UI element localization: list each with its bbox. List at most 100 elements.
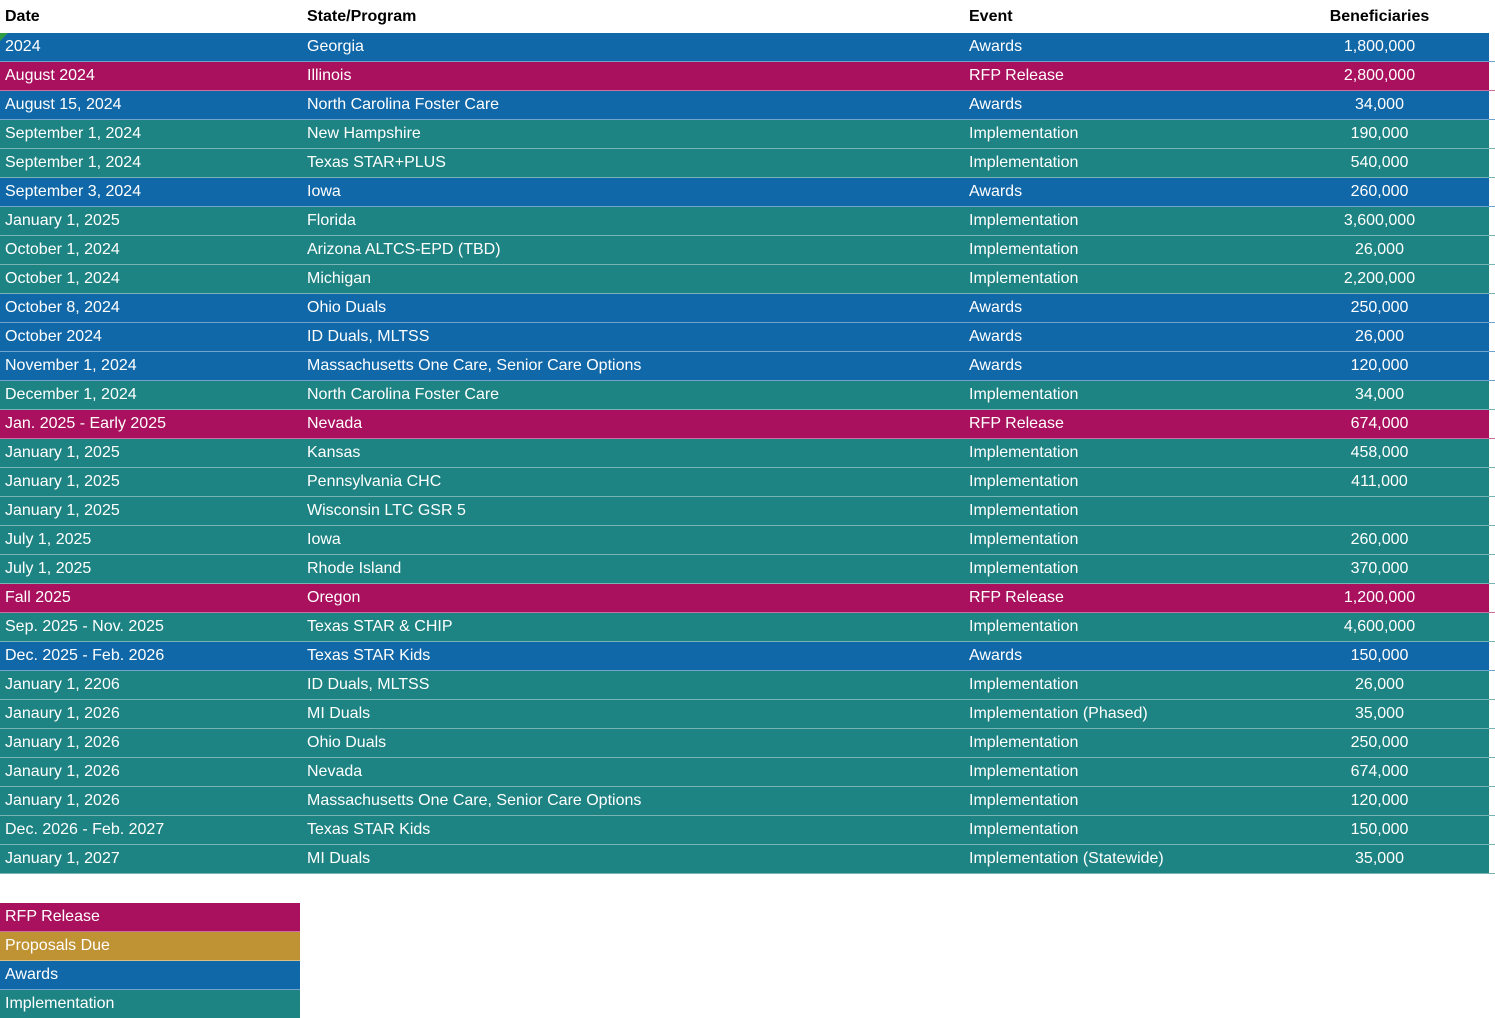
cell-state-program[interactable]: Massachusetts One Care, Senior Care Opti…	[307, 357, 642, 374]
cell-date[interactable]: January 1, 2025	[5, 502, 120, 519]
table-row[interactable]: January 1, 2026 Ohio Duals Implementation 2…	[0, 729, 1495, 758]
cell-state-program[interactable]: Nevada	[307, 415, 363, 432]
cell-beneficiaries[interactable]: 260,000	[1350, 183, 1409, 200]
cell-state-program[interactable]: Ohio Duals	[307, 299, 387, 316]
cell-date[interactable]: November 1, 2024	[5, 357, 137, 374]
cell-date[interactable]: September 1, 2024	[5, 154, 142, 171]
table-row[interactable]: Janaury 1, 2026 Nevada Implementation 674,0…	[0, 758, 1495, 787]
cell-date[interactable]: January 1, 2206	[5, 676, 120, 693]
cell-event[interactable]: Implementation	[969, 270, 1079, 287]
table-row[interactable]: January 1, 2025 Florida Implementation 3,60…	[0, 207, 1495, 236]
table-row[interactable]: September 1, 2024 New Hampshire Implementa…	[0, 120, 1495, 149]
cell-date[interactable]: October 1, 2024	[5, 270, 120, 287]
cell-state-program[interactable]: North Carolina Foster Care	[307, 96, 500, 113]
cell-event[interactable]: Implementation	[969, 763, 1079, 780]
cell-date[interactable]: October 1, 2024	[5, 241, 120, 258]
cell-date[interactable]: September 1, 2024	[5, 125, 142, 142]
cell-state-program[interactable]: MI Duals	[307, 705, 371, 722]
table-row[interactable]: August 2024 Illinois RFP Release 2,800,000	[0, 62, 1495, 91]
cell-state-program[interactable]: Nevada	[307, 763, 363, 780]
cell-event[interactable]: Implementation	[969, 734, 1079, 751]
table-row[interactable]: October 8, 2024 Ohio Duals Awards 250,000	[0, 294, 1495, 323]
cell-state-program[interactable]: Texas STAR & CHIP	[307, 618, 453, 635]
table-row[interactable]: September 3, 2024 Iowa Awards 260,000	[0, 178, 1495, 207]
cell-event[interactable]: Awards	[969, 183, 1023, 200]
cell-event[interactable]: Implementation	[969, 444, 1079, 461]
cell-beneficiaries[interactable]: 34,000	[1355, 96, 1404, 113]
cell-date[interactable]: Dec. 2026 - Feb. 2027	[5, 821, 165, 838]
cell-beneficiaries[interactable]	[1270, 497, 1489, 525]
cell-event[interactable]: Awards	[969, 357, 1023, 374]
cell-state-program[interactable]: Ohio Duals	[307, 734, 387, 751]
cell-state-program[interactable]: MI Duals	[307, 850, 371, 867]
table-row[interactable]: October 1, 2024 Arizona ALTCS-EPD (TBD) Im…	[0, 236, 1495, 265]
cell-date[interactable]: July 1, 2025	[5, 531, 92, 548]
cell-event[interactable]: Implementation	[969, 676, 1079, 693]
cell-date[interactable]: July 1, 2025	[5, 560, 92, 577]
cell-beneficiaries[interactable]: 150,000	[1350, 821, 1409, 838]
cell-event[interactable]: Implementation	[969, 792, 1079, 809]
cell-beneficiaries[interactable]: 1,200,000	[1343, 589, 1416, 606]
cell-beneficiaries[interactable]: 540,000	[1350, 154, 1409, 171]
cell-event[interactable]: Awards	[969, 328, 1023, 345]
cell-date[interactable]: Fall 2025	[5, 589, 71, 606]
cell-state-program[interactable]: Oregon	[307, 589, 361, 606]
cell-state-program[interactable]: Texas STAR+PLUS	[307, 154, 446, 171]
cell-date[interactable]: Jan. 2025 - Early 2025	[5, 415, 166, 432]
cell-beneficiaries[interactable]: 674,000	[1350, 763, 1409, 780]
cell-beneficiaries[interactable]: 26,000	[1355, 676, 1404, 693]
cell-beneficiaries[interactable]: 35,000	[1355, 705, 1404, 722]
cell-date[interactable]: January 1, 2025	[5, 473, 120, 490]
legend-item-rfp[interactable]: RFP Release	[0, 903, 300, 932]
cell-date[interactable]: October 8, 2024	[5, 299, 120, 316]
cell-state-program[interactable]: Georgia	[307, 38, 364, 55]
cell-beneficiaries[interactable]: 35,000	[1355, 850, 1404, 867]
cell-state-program[interactable]: Wisconsin LTC GSR 5	[307, 502, 466, 519]
cell-event[interactable]: Awards	[969, 38, 1023, 55]
table-row[interactable]: January 1, 2025 Pennsylvania CHC Implement…	[0, 468, 1495, 497]
table-row[interactable]: January 1, 2025 Wisconsin LTC GSR 5 Implem…	[0, 497, 1495, 526]
cell-event[interactable]: Implementation	[969, 618, 1079, 635]
table-row[interactable]: January 1, 2206 ID Duals, MLTSS Implementa…	[0, 671, 1495, 700]
table-row[interactable]: Dec. 2026 - Feb. 2027 Texas STAR Kids Impl…	[0, 816, 1495, 845]
cell-state-program[interactable]: Texas STAR Kids	[307, 647, 431, 664]
table-row[interactable]: Dec. 2025 - Feb. 2026 Texas STAR Kids Awar…	[0, 642, 1495, 671]
cell-state-program[interactable]: Florida	[307, 212, 356, 229]
table-row[interactable]: January 1, 2025 Kansas Implementation 458,0…	[0, 439, 1495, 468]
table-row[interactable]: 2024 Georgia Awards 1,800,000	[0, 33, 1495, 62]
cell-event[interactable]: Implementation	[969, 473, 1079, 490]
cell-beneficiaries[interactable]: 34,000	[1355, 386, 1404, 403]
cell-event[interactable]: Implementation	[969, 212, 1079, 229]
cell-state-program[interactable]: Texas STAR Kids	[307, 821, 431, 838]
cell-event[interactable]: Implementation (Phased)	[969, 705, 1148, 722]
table-row[interactable]: January 1, 2027 MI Duals Implementation (S…	[0, 845, 1495, 874]
table-row[interactable]: Sep. 2025 - Nov. 2025 Texas STAR & CHIP Im…	[0, 613, 1495, 642]
cell-state-program[interactable]: Kansas	[307, 444, 361, 461]
table-row[interactable]: November 1, 2024 Massachusetts One Care, …	[0, 352, 1495, 381]
cell-event[interactable]: RFP Release	[969, 589, 1064, 606]
cell-date[interactable]: Janaury 1, 2026	[5, 763, 120, 780]
cell-event[interactable]: RFP Release	[969, 415, 1064, 432]
cell-state-program[interactable]: ID Duals, MLTSS	[307, 328, 430, 345]
cell-state-program[interactable]: Iowa	[307, 183, 341, 200]
cell-date[interactable]: Sep. 2025 - Nov. 2025	[5, 618, 164, 635]
cell-date[interactable]: January 1, 2025	[5, 212, 120, 229]
cell-event[interactable]: Implementation	[969, 241, 1079, 258]
cell-event[interactable]: Awards	[969, 299, 1023, 316]
cell-state-program[interactable]: ID Duals, MLTSS	[307, 676, 430, 693]
cell-beneficiaries[interactable]: 260,000	[1350, 531, 1409, 548]
cell-beneficiaries[interactable]: 458,000	[1350, 444, 1409, 461]
cell-beneficiaries[interactable]: 26,000	[1355, 241, 1404, 258]
table-row[interactable]: January 1, 2026 Massachusetts One Care, S…	[0, 787, 1495, 816]
cell-beneficiaries[interactable]: 26,000	[1355, 328, 1404, 345]
cell-date[interactable]: Dec. 2025 - Feb. 2026	[5, 647, 165, 664]
cell-event[interactable]: Awards	[969, 647, 1023, 664]
cell-beneficiaries[interactable]: 1,800,000	[1343, 38, 1416, 55]
cell-state-program[interactable]: North Carolina Foster Care	[307, 386, 500, 403]
cell-beneficiaries[interactable]: 4,600,000	[1343, 618, 1416, 635]
cell-beneficiaries[interactable]: 250,000	[1350, 734, 1409, 751]
cell-beneficiaries[interactable]: 120,000	[1350, 357, 1409, 374]
cell-date[interactable]: September 3, 2024	[5, 183, 142, 200]
cell-date[interactable]: October 2024	[5, 328, 102, 345]
cell-event[interactable]: Implementation (Statewide)	[969, 850, 1164, 867]
